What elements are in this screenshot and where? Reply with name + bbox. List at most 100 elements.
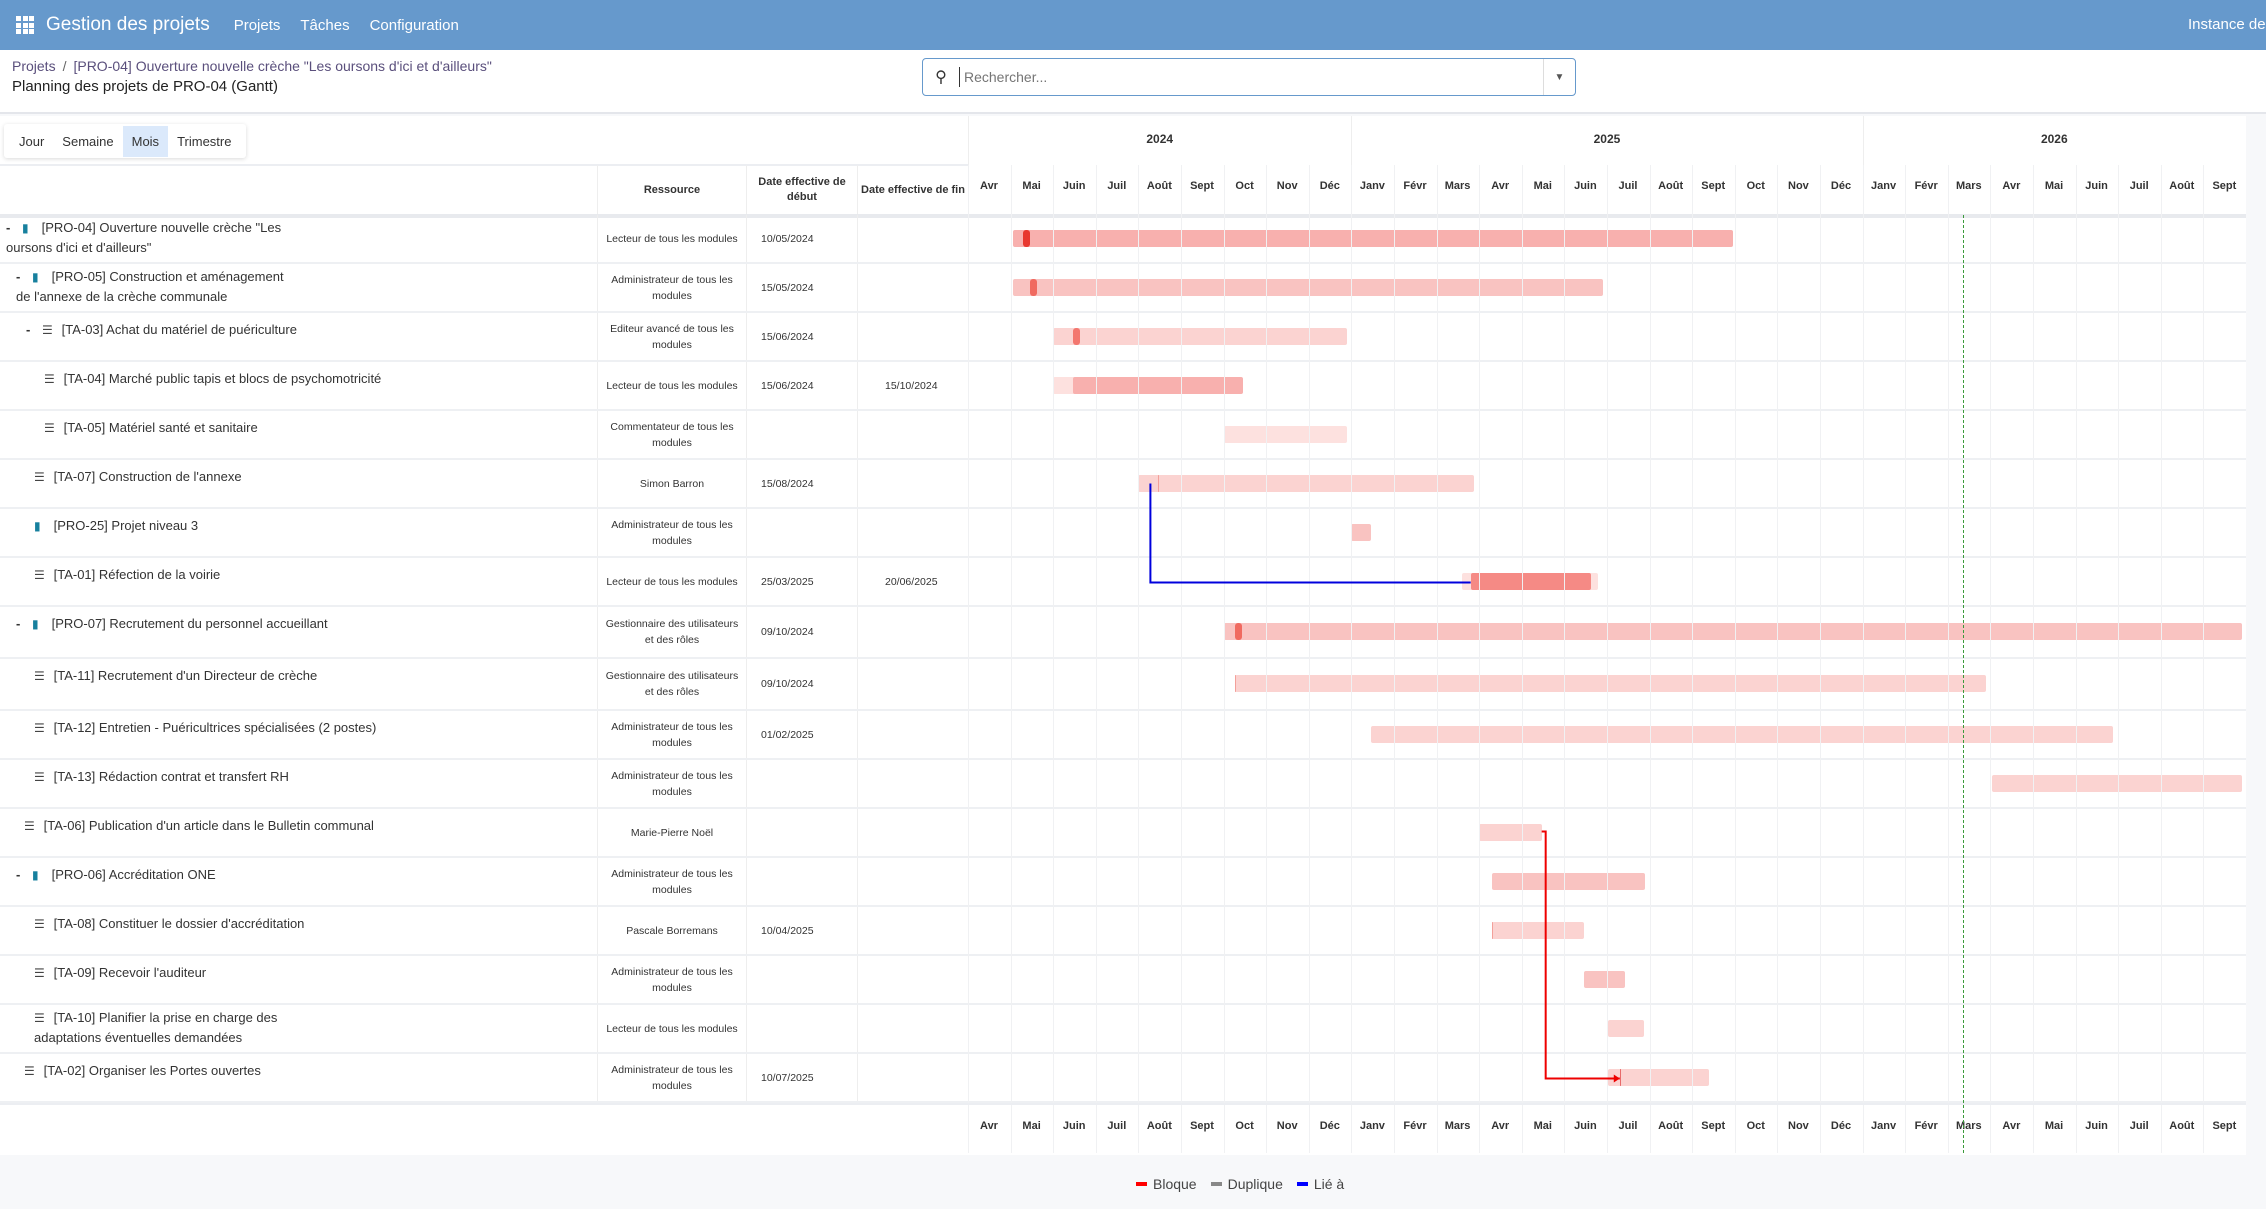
month-label-bottom: Nov	[1788, 1120, 1809, 1132]
start-date-cell: 09/10/2024	[746, 607, 857, 657]
end-date-cell	[857, 659, 968, 709]
task-name-cell[interactable]: - ▮ [PRO-04] Ouverture nouvelle crèche "L…	[0, 215, 597, 262]
month-label-bottom: Juin	[1062, 1120, 1086, 1132]
gantt-cell	[968, 956, 2246, 1003]
collapse-toggle[interactable]: -	[16, 867, 21, 882]
month-label-top: Janv	[1359, 180, 1385, 192]
task-list-icon: ☰	[34, 470, 45, 484]
gantt-cell	[968, 659, 2246, 709]
task-list-icon: ☰	[42, 323, 53, 337]
gantt-cell	[968, 809, 2246, 856]
end-date-cell	[857, 858, 968, 905]
resource-cell: Editeur avancé de tous les modules	[597, 313, 746, 360]
gantt-cell	[968, 760, 2246, 807]
task-name-cell[interactable]: - ▮ [PRO-06] Accréditation ONE	[0, 858, 597, 905]
resource-cell: Administrateur de tous les modules	[597, 956, 746, 1003]
task-list-icon: ☰	[34, 770, 45, 784]
task-name-cell[interactable]: ☰ [TA-05] Matériel santé et sanitaire	[0, 411, 597, 458]
table-row: - ▮ [PRO-06] Accréditation ONE Administrat…	[0, 858, 2246, 907]
table-row: ▮ [PRO-25] Projet niveau 3 Administrateur…	[0, 509, 2246, 558]
task-name-label[interactable]: [TA-05] Matériel santé et sanitaire	[60, 420, 258, 435]
month-label-top: Mars	[1444, 180, 1471, 192]
scale-switcher: Jour Semaine Mois Trimestre	[4, 124, 247, 158]
start-date-cell: 25/03/2025	[746, 558, 857, 605]
task-name-cell[interactable]: ☰ [TA-09] Recevoir l'auditeur	[0, 956, 597, 1003]
task-name-cell[interactable]: ☰ [TA-07] Construction de l'annexe	[0, 460, 597, 507]
task-name-label[interactable]: [TA-06] Publication d'un article dans le…	[40, 818, 374, 833]
breadcrumb-current[interactable]: [PRO-04] Ouverture nouvelle crèche "Les …	[73, 58, 492, 74]
task-name-label[interactable]: [PRO-05] Construction et aménagement de …	[16, 269, 284, 304]
month-label-bottom: Juil	[1618, 1120, 1638, 1132]
collapse-toggle[interactable]: -	[6, 220, 11, 235]
table-row: ☰ [TA-06] Publication d'un article dans …	[0, 809, 2246, 858]
task-name-cell[interactable]: ☰ [TA-11] Recrutement d'un Directeur de …	[0, 659, 597, 709]
task-name-label[interactable]: [TA-12] Entretien - Puéricultrices spéci…	[50, 720, 377, 735]
month-label-top: Août	[2169, 180, 2195, 192]
task-name-label[interactable]: [TA-09] Recevoir l'auditeur	[50, 965, 207, 980]
year-label: 2025	[1593, 132, 1621, 146]
scale-semaine[interactable]: Semaine	[62, 133, 114, 149]
task-name-label[interactable]: [TA-11] Recrutement d'un Directeur de cr…	[50, 668, 318, 683]
scale-jour[interactable]: Jour	[19, 133, 45, 149]
table-row: ☰ [TA-04] Marché public tapis et blocs d…	[0, 362, 2246, 411]
end-date-cell: 15/10/2024	[857, 362, 968, 409]
task-name-cell[interactable]: - ☰ [TA-03] Achat du matériel de puéricul…	[0, 313, 597, 360]
task-name-label[interactable]: [TA-01] Réfection de la voirie	[50, 567, 221, 582]
gantt-cell	[968, 509, 2246, 556]
task-name-cell[interactable]: ☰ [TA-08] Constituer le dossier d'accréd…	[0, 907, 597, 954]
month-label-bottom: Juin	[1574, 1120, 1597, 1132]
gantt-view: Jour Semaine Mois Trimestre Ressource Da…	[0, 116, 2246, 1155]
task-name-cell[interactable]: ☰ [TA-01] Réfection de la voirie	[0, 558, 597, 605]
task-name-label[interactable]: [PRO-07] Recrutement du personnel accuei…	[48, 616, 328, 631]
task-name-cell[interactable]: ▮ [PRO-25] Projet niveau 3	[0, 509, 597, 556]
task-name-label[interactable]: [TA-10] Planifier la prise en charge des…	[34, 1010, 278, 1045]
column-header-resource: Ressource	[597, 165, 746, 215]
task-name-label[interactable]: [TA-04] Marché public tapis et blocs de …	[60, 371, 382, 386]
search-dropdown-toggle[interactable]: ▼	[1543, 59, 1575, 95]
task-name-cell[interactable]: - ▮ [PRO-07] Recrutement du personnel acc…	[0, 607, 597, 657]
apps-grid-icon[interactable]	[16, 16, 34, 34]
table-row: - ☰ [TA-03] Achat du matériel de puéricul…	[0, 313, 2246, 362]
scale-mois[interactable]: Mois	[122, 125, 169, 157]
nav-configuration[interactable]: Configuration	[369, 16, 459, 34]
nav-projets[interactable]: Projets	[233, 16, 281, 34]
month-label-top: Mai	[1533, 180, 1552, 192]
month-label-top: Sept	[2212, 180, 2237, 192]
breadcrumb-projets[interactable]: Projets	[12, 58, 56, 74]
app-title[interactable]: Gestion des projets	[46, 14, 210, 35]
gantt-cell	[968, 558, 2246, 605]
legend-label: Duplique	[1227, 1176, 1283, 1192]
task-name-cell[interactable]: - ▮ [PRO-05] Construction et aménagement …	[0, 264, 597, 311]
task-name-label[interactable]: [PRO-06] Accréditation ONE	[48, 867, 216, 882]
task-name-label[interactable]: [TA-02] Organiser les Portes ouvertes	[40, 1063, 261, 1078]
month-label-top: Avr	[980, 180, 998, 192]
task-name-cell[interactable]: ☰ [TA-10] Planifier la prise en charge d…	[0, 1005, 597, 1052]
collapse-toggle[interactable]: -	[26, 322, 31, 337]
task-name-cell[interactable]: ☰ [TA-13] Rédaction contrat et transfert…	[0, 760, 597, 807]
search-box: ⚲ ▼	[922, 58, 1576, 96]
task-name-label[interactable]: [PRO-04] Ouverture nouvelle crèche "Les …	[6, 220, 282, 255]
gantt-rows: - ▮ [PRO-04] Ouverture nouvelle crèche "L…	[0, 215, 2246, 1103]
search-input[interactable]	[959, 67, 1543, 87]
nav-taches[interactable]: Tâches	[300, 16, 350, 34]
task-name-label[interactable]: [TA-07] Construction de l'annexe	[50, 469, 242, 484]
gantt-cell	[968, 1054, 2246, 1101]
task-name-label[interactable]: [TA-08] Constituer le dossier d'accrédit…	[50, 916, 305, 931]
task-name-label[interactable]: [PRO-25] Projet niveau 3	[50, 518, 199, 533]
task-name-cell[interactable]: ☰ [TA-12] Entretien - Puéricultrices spé…	[0, 711, 597, 758]
gantt-cell	[968, 264, 2246, 311]
start-date-cell	[746, 858, 857, 905]
task-name-label[interactable]: [TA-03] Achat du matériel de puéricultur…	[58, 322, 297, 337]
collapse-toggle[interactable]: -	[16, 269, 21, 284]
scale-trimestre[interactable]: Trimestre	[177, 133, 232, 149]
instance-label[interactable]: Instance de	[2188, 16, 2266, 33]
task-name-cell[interactable]: ☰ [TA-06] Publication d'un article dans …	[0, 809, 597, 856]
month-label-bottom: Avr	[2002, 1120, 2021, 1132]
task-name-label[interactable]: [TA-13] Rédaction contrat et transfert R…	[50, 769, 289, 784]
resource-cell: Gestionnaire des utilisateurs et des rôl…	[597, 659, 746, 709]
task-name-cell[interactable]: ☰ [TA-04] Marché public tapis et blocs d…	[0, 362, 597, 409]
month-label-bottom: Juil	[1107, 1120, 1127, 1132]
collapse-toggle[interactable]: -	[16, 616, 21, 631]
task-name-cell[interactable]: ☰ [TA-02] Organiser les Portes ouvertes	[0, 1054, 597, 1101]
start-date-cell	[746, 809, 857, 856]
